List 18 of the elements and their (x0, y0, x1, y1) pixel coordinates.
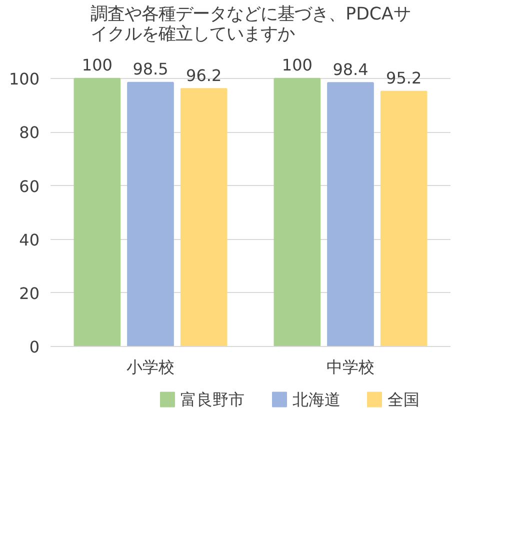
data-label: 96.2 (186, 66, 222, 85)
y-tick-label: 20 (19, 284, 40, 303)
x-tick-label: 中学校 (326, 358, 374, 376)
y-tick-label: 80 (19, 123, 40, 142)
x-tick-label: 小学校 (126, 358, 174, 376)
data-label: 95.2 (386, 68, 422, 88)
chart-title: 調査や各種データなどに基づき、PDCAサイクルを確立していますか (90, 4, 410, 44)
data-label: 100 (82, 56, 112, 75)
legend-label: 富良野市 (180, 390, 244, 409)
data-label: 98.4 (332, 60, 368, 79)
y-tick-label: 100 (8, 70, 40, 89)
data-label: 100 (282, 56, 312, 75)
y-tick-label: 0 (29, 338, 40, 356)
y-tick-label: 40 (19, 230, 40, 250)
y-tick-label: 60 (19, 176, 40, 196)
legend-label: 北海道 (292, 390, 340, 409)
data-label: 98.5 (132, 60, 168, 79)
legend-label: 全国 (388, 390, 420, 409)
